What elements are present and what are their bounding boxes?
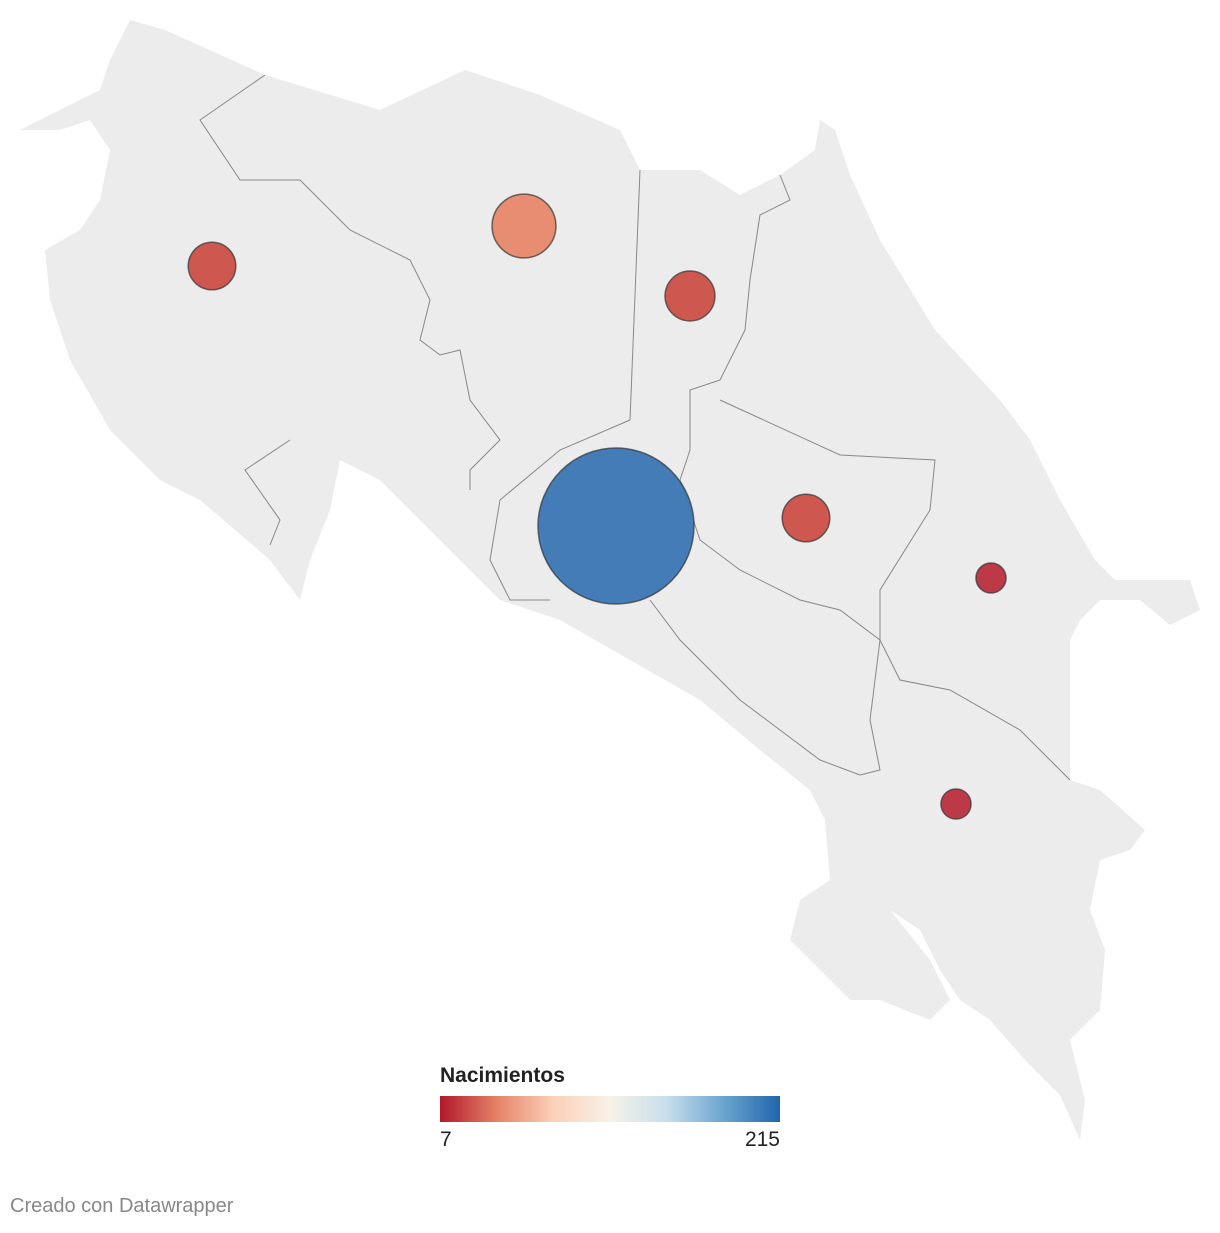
bubble[interactable] bbox=[781, 493, 831, 543]
bubble[interactable] bbox=[491, 193, 557, 259]
legend-min: 7 bbox=[440, 1128, 452, 1151]
bubble[interactable] bbox=[940, 788, 972, 820]
bubble[interactable] bbox=[537, 447, 695, 605]
legend-max: 215 bbox=[745, 1128, 780, 1151]
legend-gradient bbox=[440, 1096, 780, 1122]
legend-title: Nacimientos bbox=[440, 1064, 565, 1087]
borders bbox=[199, 74, 1071, 781]
bubble[interactable] bbox=[187, 241, 237, 291]
bubble[interactable] bbox=[664, 270, 716, 322]
bubbles bbox=[187, 193, 1007, 820]
footer: Creado con Datawrapper bbox=[10, 1195, 234, 1217]
bubble[interactable] bbox=[975, 562, 1007, 594]
